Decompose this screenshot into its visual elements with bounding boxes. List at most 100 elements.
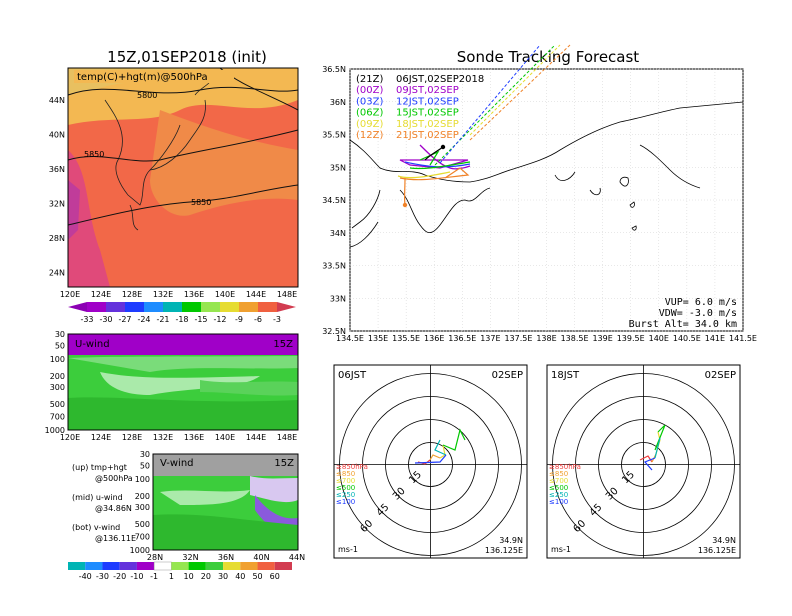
lat-tick-label: 33N <box>330 294 346 303</box>
track-legend: (21Z) 06JST,02SEP2018 (00Z) 09JST,02SEP (03Z… <box>356 74 484 141</box>
note-line: (up) tmp+hgt <box>72 463 127 472</box>
colorbar-tick-label: -24 <box>137 315 150 324</box>
hodograph-date: 02SEP <box>705 370 736 381</box>
lon-tick-label: 138E <box>536 334 556 343</box>
colorbar-cell <box>136 562 155 570</box>
hodograph-date: 02SEP <box>492 370 523 381</box>
legend-notes: (up) tmp+hgt @500hPa (mid) u-wind @34.86… <box>72 463 136 543</box>
legend-code: (03Z) <box>356 96 383 107</box>
lat-tick-label: 35.5N <box>322 131 346 140</box>
lat-tick-label: 44N <box>49 96 65 105</box>
level-label: ≥850hPa <box>549 463 581 471</box>
hodograph-right-trace <box>639 424 666 471</box>
lon-tick-label: 138.5E <box>561 334 589 343</box>
pressure-tick-label: 700 <box>135 533 150 542</box>
lon-tick-label: 135E <box>368 334 388 343</box>
level-label: ≤100 <box>336 498 355 506</box>
colorbar-cell <box>257 562 275 570</box>
pressure-tick-label: 30 <box>140 450 150 459</box>
colorbar-cell <box>239 302 258 312</box>
colorbar-cell <box>188 562 206 570</box>
colorbar-cell <box>182 302 201 312</box>
legend-code: (00Z) <box>356 85 383 96</box>
legend-code: (21Z) <box>356 74 383 85</box>
lon-tick-label: 124E <box>91 433 111 442</box>
colorbar-tick-label: -15 <box>194 315 207 324</box>
legend-text: 12JST,02SEP <box>396 96 459 107</box>
lon-tick-label: 137E <box>480 334 500 343</box>
uwind-lon-ticks: 120E 124E 128E 132E 136E 140E 144E 148E <box>60 433 297 442</box>
colorbar-tick-label: 50 <box>252 572 262 581</box>
map-lon-ticks: 120E 124E 128E 132E 136E 140E 144E 148E <box>60 290 297 299</box>
colorbar-cell <box>163 302 182 312</box>
lat-tick-label: 34.5N <box>322 196 346 205</box>
lon-tick-label: 134.5E <box>336 334 364 343</box>
colorbar-cell <box>220 302 239 312</box>
hodograph-time: 18JST <box>551 370 580 381</box>
colorbar-cell <box>153 561 172 571</box>
level-label: ≤850 <box>336 470 355 478</box>
lat-tick-label: 32N <box>49 200 65 209</box>
contour-label: 5800 <box>137 91 157 100</box>
colorbar-cell <box>106 302 125 312</box>
colorbar-cell <box>68 562 86 570</box>
track-panel <box>349 68 744 332</box>
level-label: ≤100 <box>549 498 568 506</box>
map-colorbar: -33 -30 -27 -24 -21 -18 -15 -12 -9 -6 -3 <box>68 302 296 324</box>
colorbar-cell <box>144 302 163 312</box>
colorbar-tick-label: -21 <box>156 315 169 324</box>
pressure-tick-label: 100 <box>50 355 65 364</box>
legend-text: 15JST,02SEP <box>396 108 459 119</box>
level-label: ≤250 <box>549 491 568 499</box>
colorbar-cell <box>68 302 87 312</box>
param-line: VUP= 6.0 m/s <box>665 297 737 308</box>
wind-colorbar: -40 -30 -20 -10 -1 1 10 20 30 40 50 60 <box>68 561 292 581</box>
lon-tick-label: 132E <box>153 433 173 442</box>
hodograph-lon: 136.125E <box>698 546 736 555</box>
uwind-panel: U-wind 15Z <box>67 333 299 431</box>
note-line: @136.11E <box>95 534 136 543</box>
map-panel: 5800 5850 5850 temp(C)+hgt(m)@500hPa <box>67 67 299 288</box>
level-label: ≤500 <box>549 484 568 492</box>
lon-tick-label: 139.5E <box>617 334 645 343</box>
colorbar-tick-label: -27 <box>118 315 131 324</box>
lon-tick-label: 140E <box>215 290 235 299</box>
pressure-tick-label: 1000 <box>130 546 150 555</box>
colorbar-cell <box>201 302 220 312</box>
map-lat-ticks: 44N 40N 36N 32N 28N 24N <box>49 96 65 278</box>
vwind-time: 15Z <box>274 458 294 469</box>
vwind-lat-ticks: 28N 32N 36N 40N 44N <box>147 553 305 562</box>
colorbar-tick-label: -33 <box>80 315 93 324</box>
pressure-tick-label: 100 <box>135 475 150 484</box>
lon-tick-label: 141E <box>705 334 725 343</box>
legend-text: 09JST,02SEP <box>396 85 459 96</box>
legend-code: (09Z) <box>356 119 383 130</box>
colorbar-tick-label: -30 <box>99 315 112 324</box>
pressure-tick-label: 30 <box>55 330 65 339</box>
hodograph-lat: 34.9N <box>499 536 523 545</box>
colorbar-tick-label: -6 <box>254 315 262 324</box>
lon-tick-label: 140E <box>215 433 235 442</box>
legend-text: 06JST,02SEP2018 <box>396 74 484 85</box>
legend-code: (12Z) <box>356 130 383 141</box>
lon-tick-label: 120E <box>60 290 80 299</box>
lat-tick-label: 28N <box>49 234 65 243</box>
lon-tick-label: 148E <box>277 290 297 299</box>
note-line: @34.86N <box>95 504 132 513</box>
lat-tick-label: 36.5N <box>322 65 346 74</box>
hodograph-time: 06JST <box>338 370 367 381</box>
colorbar-cell <box>119 562 137 570</box>
level-label: ≤700 <box>336 477 355 485</box>
level-label: ≤500 <box>336 484 355 492</box>
lon-tick-label: 144E <box>246 290 266 299</box>
lon-tick-label: 140.5E <box>673 334 701 343</box>
colorbar-cell <box>223 562 241 570</box>
lon-tick-label: 137.5E <box>504 334 532 343</box>
colorbar-cell <box>102 562 120 570</box>
lon-tick-label: 136E <box>184 433 204 442</box>
lat-tick-label: 32N <box>182 553 198 562</box>
colorbar-tick-label: -20 <box>113 572 126 581</box>
level-label: ≤250 <box>336 491 355 499</box>
